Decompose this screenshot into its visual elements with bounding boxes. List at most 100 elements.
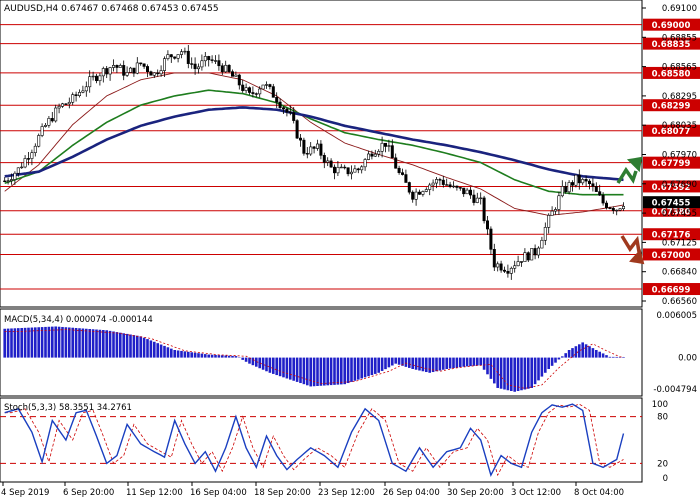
price-axis-label: 0.66560 xyxy=(662,297,697,307)
macd-bar xyxy=(554,358,557,363)
candle-body xyxy=(537,248,539,255)
macd-bar xyxy=(156,343,159,357)
macd-bar xyxy=(82,328,85,357)
candle-body xyxy=(483,198,485,221)
candle-body xyxy=(429,185,431,190)
macd-bar xyxy=(201,354,204,358)
candle-body xyxy=(565,186,567,191)
macd-bar xyxy=(34,327,37,357)
level-tag-label: 0.68299 xyxy=(652,102,691,112)
macd-bar xyxy=(292,358,295,381)
macd-bar xyxy=(411,358,414,369)
candle-body xyxy=(177,55,179,59)
candle-body xyxy=(187,51,189,63)
candle-body xyxy=(259,89,261,94)
candle-body xyxy=(575,175,577,185)
macd-bar xyxy=(136,336,139,358)
candle-body xyxy=(255,94,257,95)
macd-bar xyxy=(197,353,200,357)
candle-body xyxy=(68,102,70,104)
candle-body xyxy=(293,113,295,121)
price-axis-label: 0.68295 xyxy=(662,92,697,102)
candle-body xyxy=(31,153,33,159)
candle-body xyxy=(204,56,206,60)
candle-body xyxy=(531,248,533,260)
candle-body xyxy=(34,146,36,152)
macd-bar xyxy=(330,358,333,385)
macd-label: MACD(5,34,4) 0.000074 -0.000144 xyxy=(4,315,153,325)
macd-bar xyxy=(585,344,588,357)
macd-bar xyxy=(10,328,13,357)
candle-body xyxy=(170,55,172,57)
candle-body xyxy=(439,179,441,180)
level-tag-label: 0.67799 xyxy=(652,159,691,169)
candle-body xyxy=(391,146,393,158)
candle-body xyxy=(357,169,359,170)
candle-body xyxy=(398,168,400,172)
candle-body xyxy=(262,85,264,89)
macd-bar xyxy=(258,358,261,369)
candle-body xyxy=(605,203,607,208)
candle-body xyxy=(554,209,556,211)
candle-body xyxy=(374,154,376,156)
macd-bar xyxy=(381,358,384,371)
candle-body xyxy=(459,187,461,188)
price-axis-label: 0.67125 xyxy=(662,238,697,248)
macd-bar xyxy=(99,330,102,358)
macd-bar xyxy=(92,329,95,357)
macd-bar xyxy=(425,358,428,372)
candle-body xyxy=(544,227,546,240)
candle-body xyxy=(463,188,465,194)
candle-body xyxy=(476,198,478,202)
macd-bar xyxy=(51,327,54,358)
candle-body xyxy=(109,68,111,74)
candle-body xyxy=(367,154,369,160)
macd-bar xyxy=(452,358,455,368)
candle-body xyxy=(211,60,213,61)
macd-bar xyxy=(527,358,530,389)
candle-body xyxy=(330,161,332,167)
candle-body xyxy=(354,169,356,172)
macd-bar xyxy=(394,358,397,364)
macd-bar xyxy=(296,358,299,382)
candle-body xyxy=(14,173,16,179)
macd-bar xyxy=(184,351,187,357)
macd-bar xyxy=(320,358,323,386)
candle-body xyxy=(524,253,526,262)
macd-bar xyxy=(564,353,567,357)
macd-bar xyxy=(622,357,625,358)
candle-body xyxy=(490,229,492,249)
macd-bar xyxy=(306,358,309,386)
macd-bar xyxy=(7,329,10,358)
macd-bar xyxy=(78,328,81,357)
candle-body xyxy=(58,106,60,108)
macd-bar xyxy=(272,358,275,374)
candle-body xyxy=(388,146,390,147)
macd-bar xyxy=(218,355,221,357)
macd-bar xyxy=(561,356,564,357)
macd-bar xyxy=(44,327,47,358)
candle-body xyxy=(486,221,488,229)
price-axis-label: 0.69100 xyxy=(662,4,697,14)
candle-body xyxy=(143,64,145,67)
candle-body xyxy=(218,61,220,66)
stoch-axis-label: 20 xyxy=(657,459,668,469)
candle-body xyxy=(7,181,9,182)
candle-body xyxy=(602,195,604,203)
candle-body xyxy=(503,270,505,271)
macd-bar xyxy=(459,358,462,368)
macd-bar xyxy=(537,358,540,381)
macd-bar xyxy=(500,358,503,389)
macd-bar xyxy=(27,328,30,358)
macd-bar xyxy=(483,358,486,370)
candle-body xyxy=(214,61,216,62)
candle-body xyxy=(72,95,74,103)
macd-bar xyxy=(316,358,319,386)
level-tag-label: 0.67000 xyxy=(652,251,691,261)
macd-bar xyxy=(95,330,98,358)
macd-bar xyxy=(595,350,598,358)
macd-bar xyxy=(153,342,156,358)
macd-bar xyxy=(214,355,217,358)
candle-body xyxy=(497,264,499,267)
macd-bar xyxy=(88,329,91,358)
